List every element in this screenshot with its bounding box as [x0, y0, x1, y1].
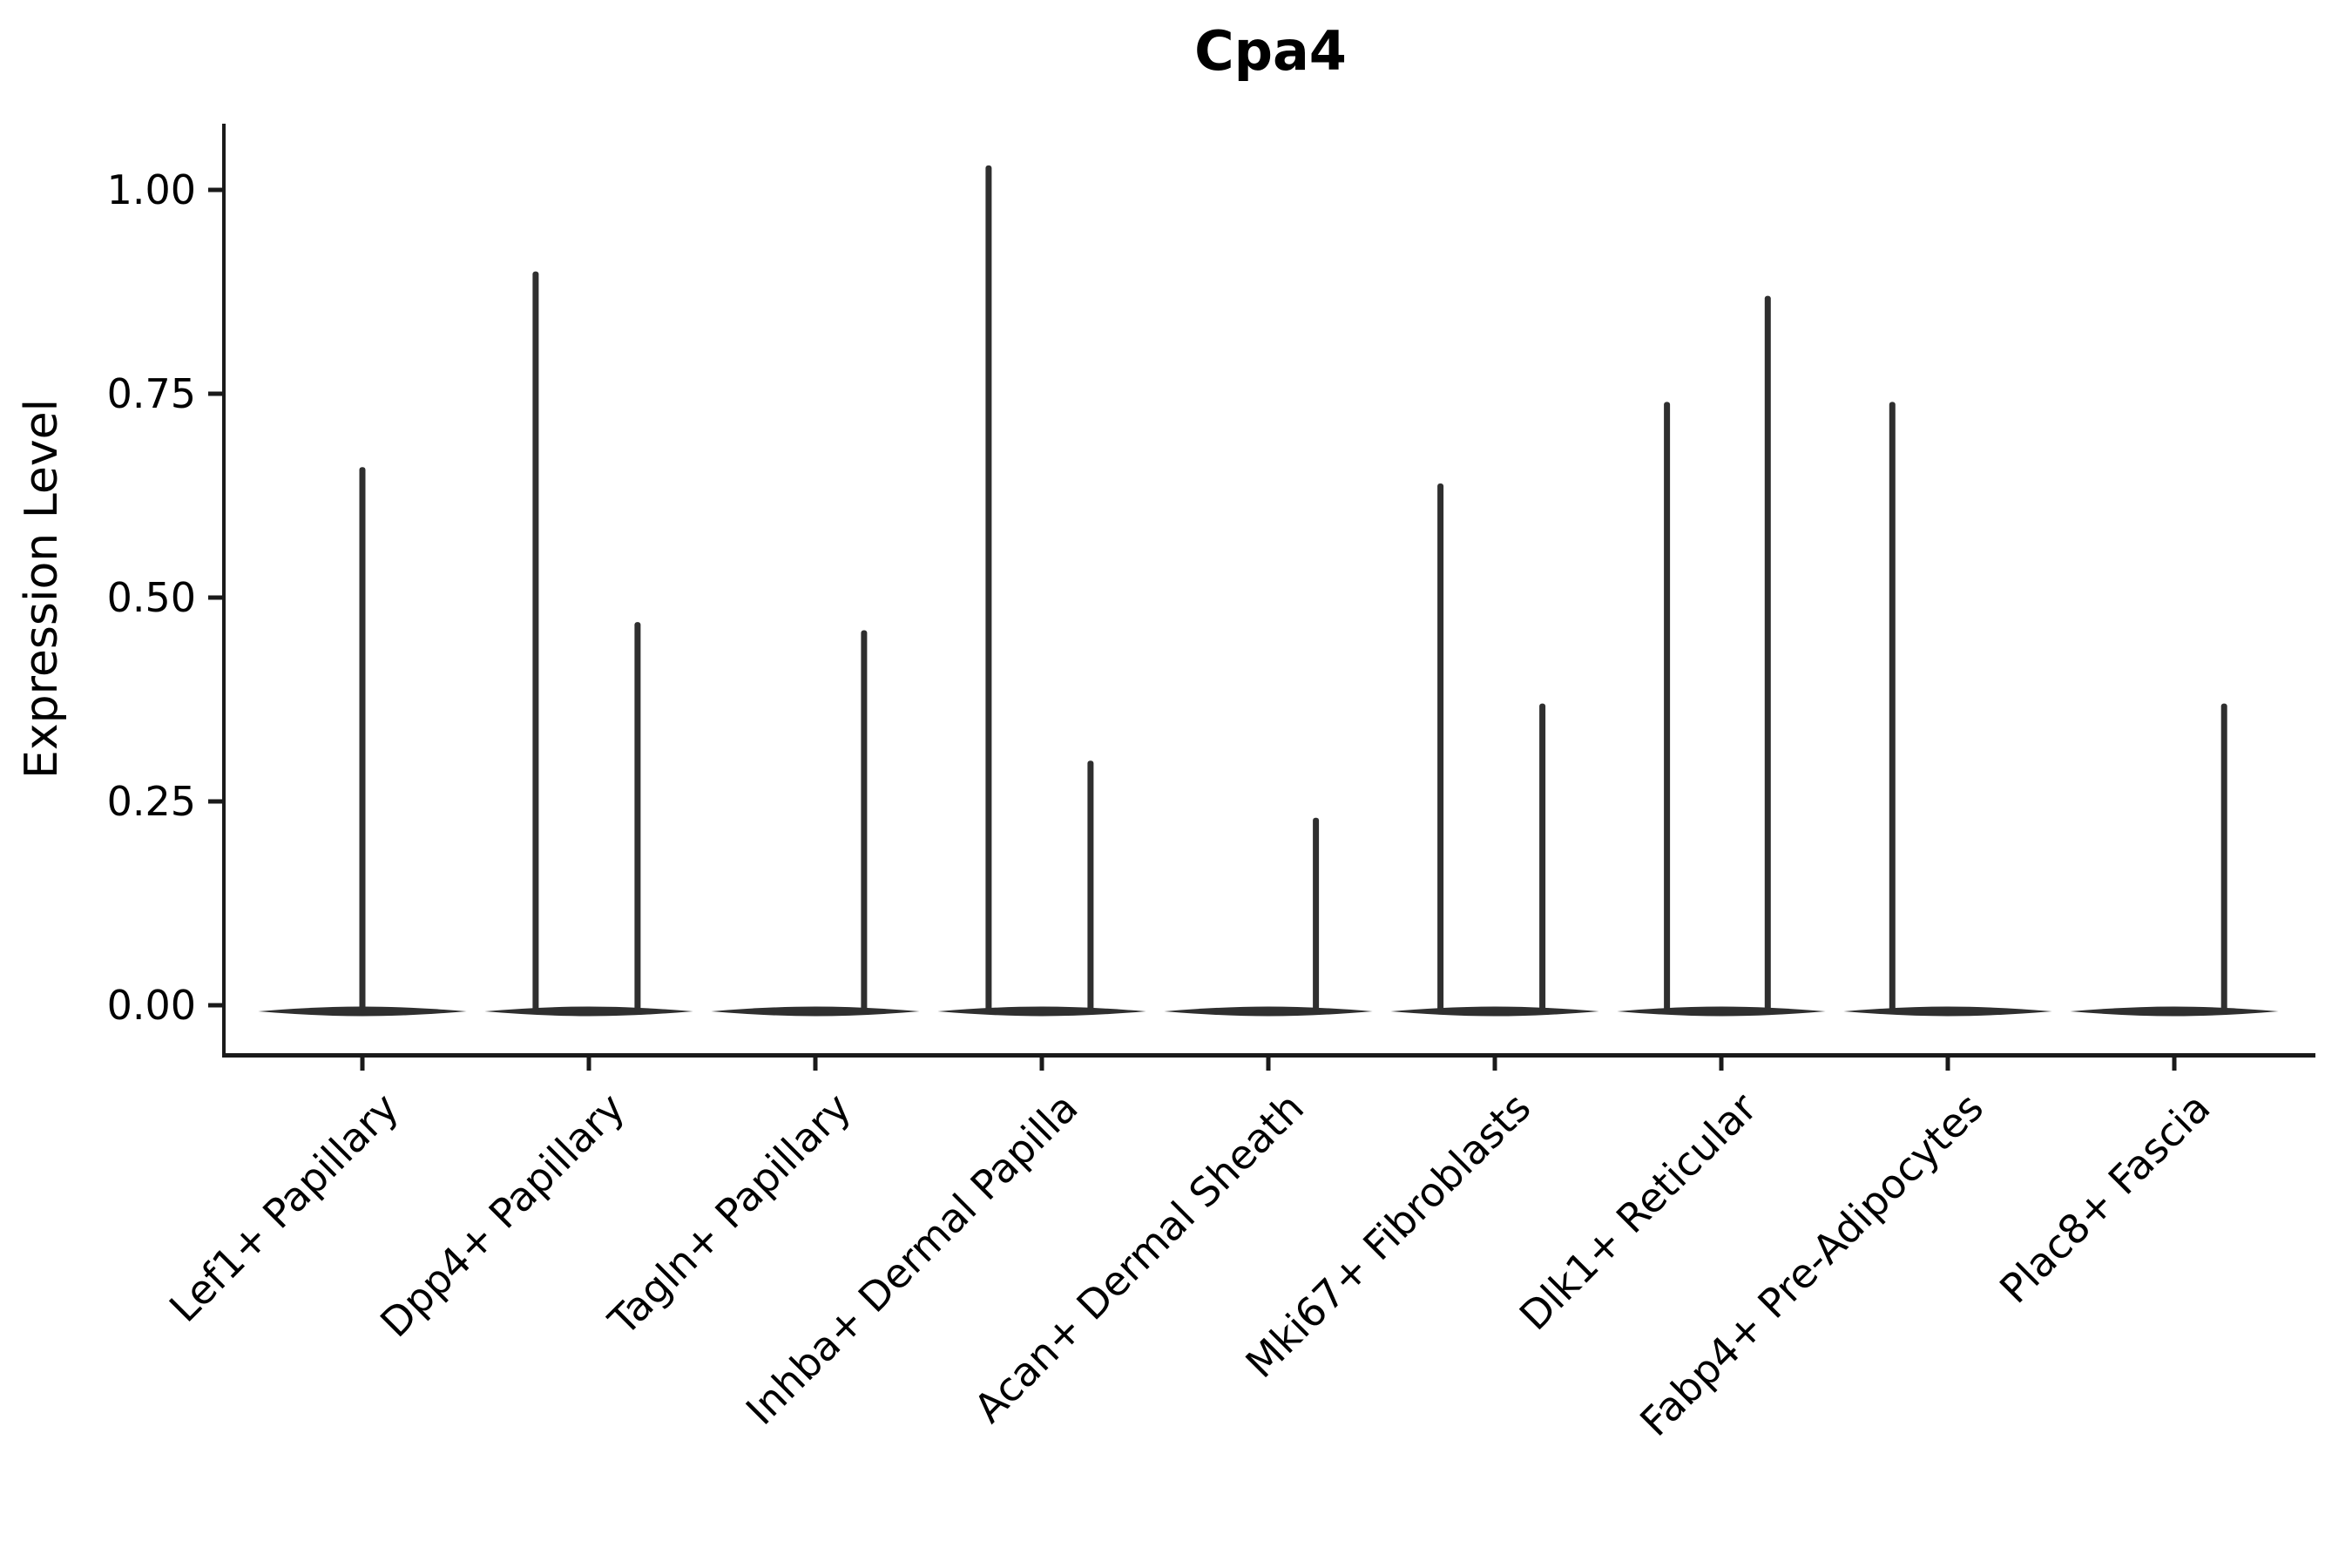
violin-spike [1664, 402, 1671, 1011]
violin-body [937, 1006, 1146, 1017]
x-tick [2172, 1057, 2177, 1071]
violin-spike [1539, 703, 1546, 1011]
y-tick [208, 187, 222, 193]
y-tick [208, 595, 222, 600]
y-tick-label: 1.00 [106, 166, 196, 213]
violin-spike [1889, 402, 1896, 1011]
x-tick [360, 1057, 365, 1071]
violin-spike [985, 165, 992, 1012]
violin-spike [1764, 295, 1771, 1011]
x-tick [1719, 1057, 1724, 1071]
violin-body [711, 1006, 920, 1017]
violin-body [1843, 1006, 2052, 1017]
y-tick-label: 0.00 [106, 982, 196, 1029]
y-tick-label: 0.25 [106, 778, 196, 825]
violin-body [1164, 1006, 1373, 1017]
x-tick [1492, 1057, 1497, 1071]
x-tick [1945, 1057, 1950, 1071]
y-tick [208, 1003, 222, 1008]
y-axis-spine [222, 124, 226, 1057]
chart-title: Cpa4 [1194, 19, 1347, 83]
y-tick [208, 391, 222, 396]
violin-spike [861, 630, 868, 1011]
violin-spike [1437, 483, 1444, 1011]
y-tick-label: 0.50 [106, 574, 196, 621]
x-tick [1266, 1057, 1271, 1071]
x-tick [586, 1057, 591, 1071]
violin-body [484, 1006, 693, 1017]
violin-spike [634, 622, 641, 1011]
y-tick-label: 0.75 [106, 370, 196, 417]
y-tick [208, 799, 222, 804]
x-tick [1039, 1057, 1044, 1071]
violin-body [1617, 1006, 1826, 1017]
violin-spike [1313, 817, 1320, 1011]
violin-spike [1087, 760, 1094, 1011]
violin-spike [2220, 703, 2227, 1011]
x-axis-spine [222, 1053, 2315, 1058]
violin-spike [532, 271, 539, 1012]
violin-body [2070, 1006, 2279, 1017]
x-tick [813, 1057, 818, 1071]
violin-body [1390, 1006, 1599, 1017]
violin-spike [359, 467, 366, 1011]
